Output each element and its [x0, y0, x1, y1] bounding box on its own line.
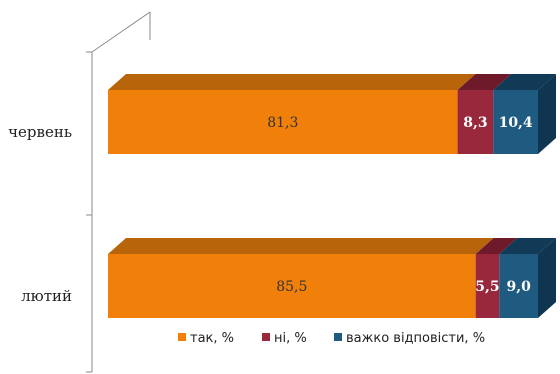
legend-label: так, %	[190, 331, 234, 346]
bar-side-face	[538, 74, 556, 154]
bar-top-face	[457, 74, 512, 90]
legend-entry: ні, %	[262, 331, 307, 346]
bar-top-face	[108, 238, 494, 254]
bar-front-face	[108, 254, 476, 318]
legend-swatch	[262, 333, 270, 341]
bar-top-face	[108, 74, 476, 90]
bar-segment: 9,0	[499, 238, 556, 318]
legend-entry: так, %	[178, 331, 234, 346]
bar-front-face	[457, 90, 494, 154]
bars-layer: 81,3 8,3 10,4 85,5 5,5 9,0	[108, 74, 556, 318]
legend-label: ні, %	[274, 331, 307, 346]
bar-front-face	[493, 90, 538, 154]
bar-segment: 85,5	[108, 238, 494, 318]
legend-swatch	[178, 333, 186, 341]
axis-layer	[86, 11, 151, 373]
category-labels: червень лютий	[8, 123, 72, 305]
legend: так, % ні, % важко відповісти, %	[178, 331, 485, 346]
bar-segment: 81,3	[108, 74, 476, 154]
legend-entry: важко відповісти, %	[334, 331, 485, 346]
bar-top-face	[499, 238, 556, 254]
y-axis-depth-top	[91, 11, 151, 53]
data-label: 8,3	[463, 115, 487, 131]
bar-top-face	[493, 74, 556, 90]
data-label: 9,0	[506, 279, 531, 295]
bar-segment: 8,3	[457, 74, 512, 154]
bar-segment: 10,4	[493, 74, 556, 154]
category-label: лютий	[21, 287, 72, 305]
category-label: червень	[8, 123, 72, 141]
bar-top-face	[475, 238, 518, 254]
bar-front-face	[499, 254, 538, 318]
legend-label: важко відповісти, %	[346, 331, 485, 346]
data-label: 10,4	[499, 115, 533, 131]
data-label: 81,3	[267, 115, 298, 131]
legend-swatch	[334, 333, 342, 341]
bar-front-face	[108, 90, 458, 154]
bar-front-face	[475, 254, 500, 318]
data-label: 5,5	[475, 279, 499, 295]
data-label: 85,5	[276, 279, 307, 295]
bar-side-face	[538, 238, 556, 318]
bar-segment: 5,5	[475, 238, 518, 318]
